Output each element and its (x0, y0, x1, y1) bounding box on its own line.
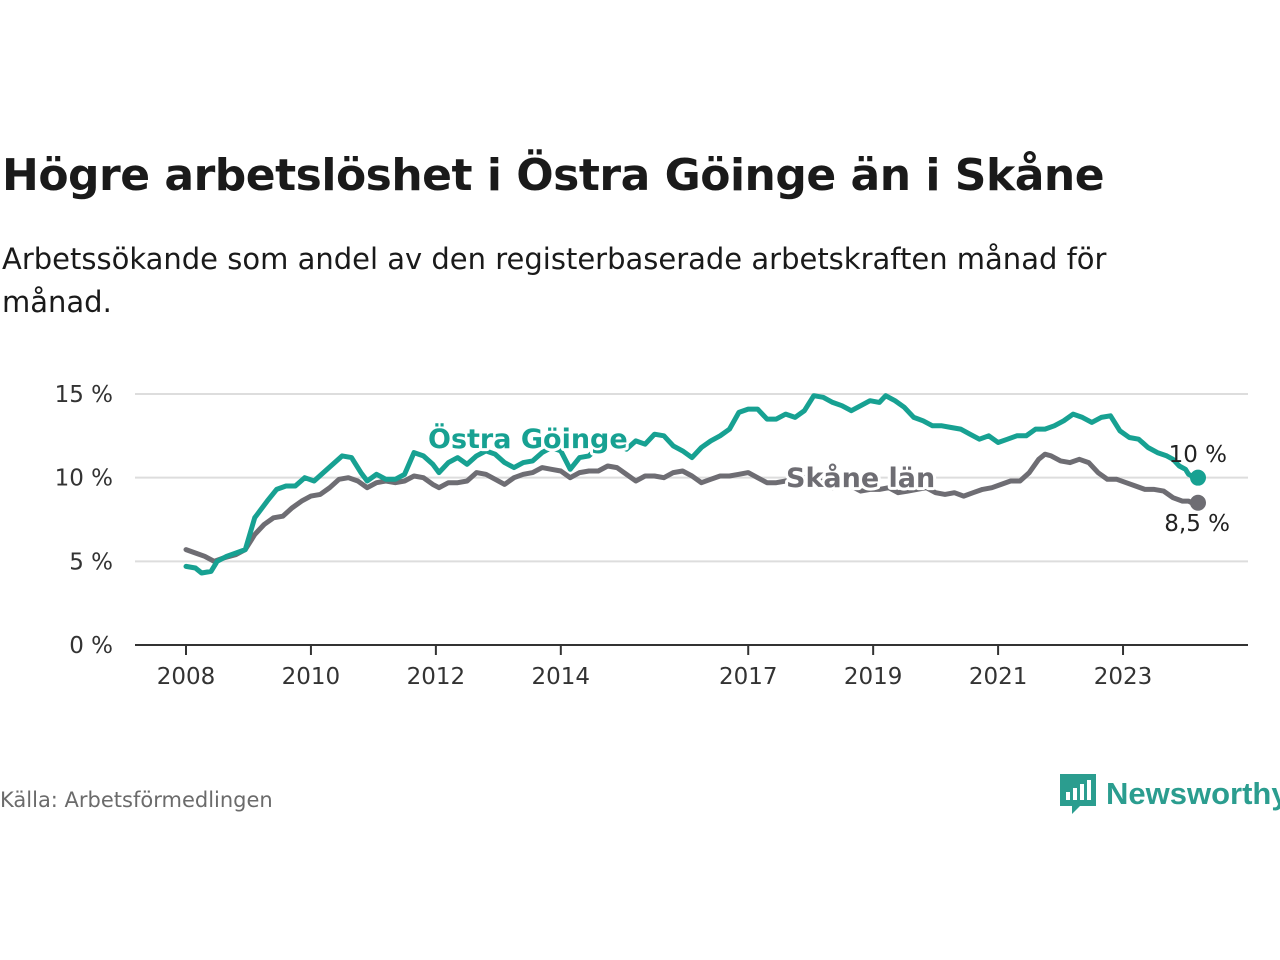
end-value-label: 10 % (1169, 442, 1227, 468)
chart-title: Högre arbetslöshet i Östra Göinge än i S… (2, 150, 1105, 201)
x-tick-label: 2019 (844, 664, 903, 690)
series-name-label: Östra Göinge (428, 422, 628, 455)
series-end-marker-0 (1190, 469, 1206, 486)
brand-name: Newsworthy (1106, 776, 1280, 811)
y-tick-label: 15 % (55, 382, 113, 408)
source-note: Källa: Arbetsförmedlingen (0, 788, 273, 812)
label-layer: Östra Göinge Skåne län 10 % 8,5 % (425, 419, 1230, 537)
series-line-0 (183, 393, 1201, 576)
brand[interactable]: Newsworthy (1058, 772, 1280, 816)
series-end-marker-1 (1190, 494, 1206, 511)
x-tick-label: 2021 (969, 664, 1028, 690)
x-tick-label: 2014 (532, 664, 591, 690)
x-axis: 2008 2010 2012 2014 2017 2019 2021 2023 (135, 644, 1248, 690)
end-value-label: 8,5 % (1164, 511, 1230, 537)
series-name-label: Skåne län (786, 462, 935, 494)
x-tick-label: 2023 (1094, 664, 1153, 690)
y-tick-label: 0 % (69, 633, 113, 659)
x-tick-label: 2010 (282, 664, 341, 690)
series-layer (183, 393, 1206, 576)
series-line-1 (183, 451, 1201, 564)
chart-subtitle: Arbetssökande som andel av den registerb… (2, 242, 1107, 319)
newsworthy-logo-icon (1060, 774, 1096, 814)
y-axis: 0 % 5 % 10 % 15 % (55, 382, 113, 659)
y-tick-label: 5 % (69, 549, 113, 575)
x-tick-label: 2012 (407, 664, 466, 690)
y-tick-label: 10 % (55, 466, 113, 492)
x-tick-label: 2017 (719, 664, 778, 690)
x-tick-label: 2008 (157, 664, 216, 690)
